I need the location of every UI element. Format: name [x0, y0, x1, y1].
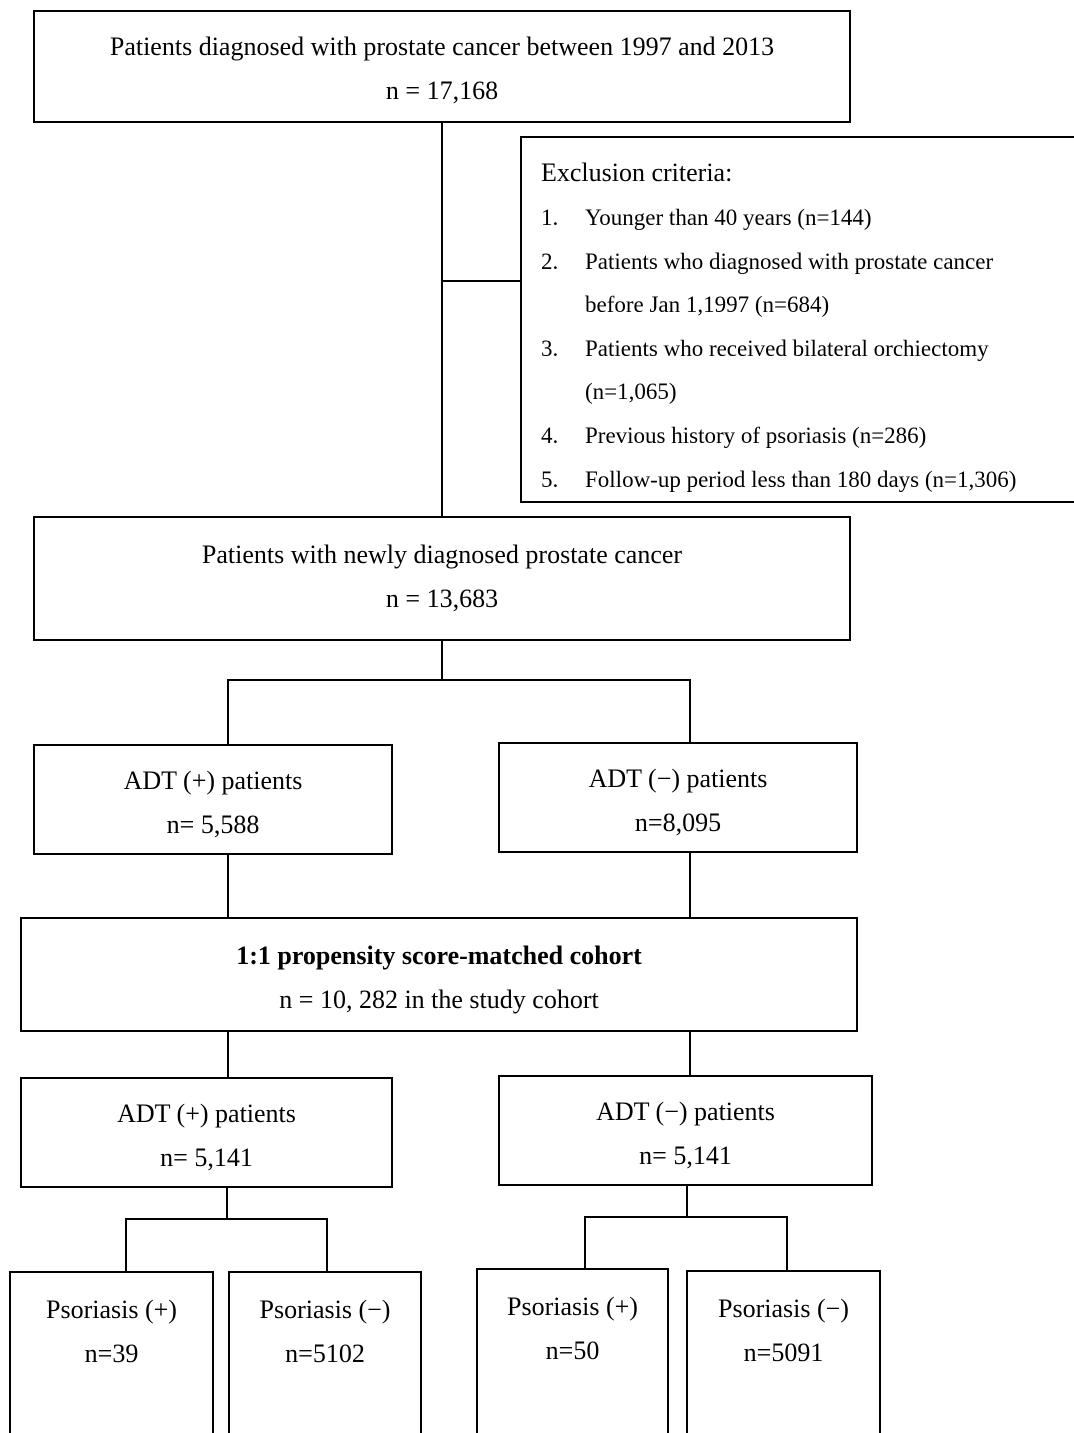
- exclusion-item: 4. Previous history of psoriasis (n=286): [541, 414, 1074, 458]
- exclusion-item: 3. Patients who received bilateral orchie…: [541, 327, 1074, 414]
- exclusion-title: Exclusion criteria:: [541, 158, 733, 187]
- exclusion-item-number: 3.: [541, 335, 559, 361]
- box-adt-negative-matched: ADT (−) patients n= 5,141: [498, 1075, 873, 1186]
- box-adt-positive-title: ADT (+) patients: [123, 766, 303, 795]
- leaf-title: Psoriasis (−): [718, 1294, 849, 1323]
- exclusion-item: 1. Younger than 40 years (n=144): [541, 196, 1074, 240]
- box-adt-positive-matched-title: ADT (+) patients: [117, 1099, 296, 1128]
- box-adt-positive: ADT (+) patients n= 5,588: [33, 744, 393, 855]
- exclusion-item-number: 4.: [541, 422, 559, 448]
- connector-to-adt-pos-1: [227, 679, 229, 745]
- box-adt-negative-count: n=8,095: [634, 808, 722, 837]
- box-psoriasis-positive-adt-negative: Psoriasis (+) n=50: [476, 1268, 669, 1433]
- box-newly-diagnosed-count: n = 13,683: [385, 584, 499, 613]
- leaf-count: n=5091: [743, 1338, 824, 1367]
- box-adt-negative: ADT (−) patients n=8,095: [498, 742, 858, 853]
- box-newly-diagnosed: Patients with newly diagnosed prostate c…: [33, 516, 851, 641]
- exclusion-item-continuation: (n=1,065): [585, 379, 677, 405]
- box-psoriasis-negative-adt-negative: Psoriasis (−) n=5091: [686, 1270, 881, 1433]
- box-adt-negative-title: ADT (−) patients: [588, 764, 768, 793]
- connector-matched-to-adt-pos-2: [227, 1031, 229, 1078]
- leaf-count: n=5102: [285, 1339, 365, 1368]
- exclusion-item-number: 1.: [541, 205, 559, 230]
- leaf-count: n=39: [84, 1339, 139, 1368]
- connector-to-psor-pos-1: [125, 1218, 127, 1272]
- box-adt-negative-matched-count: n= 5,141: [639, 1141, 732, 1170]
- box-matched-cohort: 1:1 propensity score-matched cohort n = …: [20, 917, 858, 1032]
- connector-adt-pos-2-down: [226, 1186, 228, 1220]
- connector-top-trunk: [441, 122, 443, 518]
- exclusion-item-text: Follow-up period less than 180 days (n=1…: [585, 466, 1017, 492]
- exclusion-item-text: Patients who diagnosed with prostate can…: [585, 248, 994, 274]
- connector-to-psor-pos-2: [584, 1216, 586, 1270]
- exclusion-item-text: Younger than 40 years (n=144): [585, 205, 872, 230]
- box-all-patients: Patients diagnosed with prostate cancer …: [33, 10, 851, 123]
- leaf-title: Psoriasis (+): [46, 1295, 177, 1324]
- box-all-patients-title: Patients diagnosed with prostate cancer …: [109, 32, 775, 61]
- connector-matched-to-adt-neg-2: [689, 1031, 691, 1076]
- box-matched-cohort-count: n = 10, 282 in the study cohort: [279, 985, 599, 1014]
- box-adt-negative-matched-title: ADT (−) patients: [596, 1097, 775, 1126]
- box-adt-positive-count: n= 5,588: [166, 810, 260, 839]
- box-psoriasis-positive-adt-positive: Psoriasis (+) n=39: [9, 1271, 214, 1433]
- box-newly-diagnosed-title: Patients with newly diagnosed prostate c…: [201, 540, 683, 569]
- exclusion-item: 5. Follow-up period less than 180 days (n…: [541, 458, 1074, 502]
- exclusion-item-text: Patients who received bilateral orchiect…: [585, 335, 989, 361]
- box-adt-positive-matched: ADT (+) patients n= 5,141: [20, 1077, 393, 1188]
- connector-to-psor-neg-2: [786, 1216, 788, 1270]
- box-adt-positive-matched-count: n= 5,141: [160, 1143, 253, 1172]
- connector-split-psor-neg-group: [584, 1216, 788, 1218]
- exclusion-item: 2. Patients who diagnosed with prostate c…: [541, 240, 1074, 327]
- connector-to-exclusion: [441, 280, 521, 282]
- box-exclusion-criteria: Exclusion criteria: 1. Younger than 40 ye…: [520, 136, 1074, 503]
- leaf-title: Psoriasis (−): [259, 1295, 391, 1324]
- leaf-title: Psoriasis (+): [507, 1292, 638, 1321]
- connector-to-psor-neg-1: [326, 1218, 328, 1272]
- connector-newly-down: [441, 640, 443, 680]
- leaf-count: n=50: [545, 1336, 600, 1365]
- box-matched-cohort-title: 1:1 propensity score-matched cohort: [236, 941, 642, 970]
- connector-adt-neg-1-to-matched: [689, 852, 691, 918]
- connector-to-adt-neg-1: [689, 679, 691, 743]
- box-all-patients-count: n = 17,168: [385, 76, 499, 105]
- exclusion-item-continuation: before Jan 1,1997 (n=684): [585, 292, 830, 318]
- connector-adt-neg-2-down: [686, 1184, 688, 1218]
- exclusion-item-number: 2.: [541, 248, 559, 274]
- box-psoriasis-negative-adt-positive: Psoriasis (−) n=5102: [228, 1271, 422, 1433]
- exclusion-item-number: 5.: [541, 466, 559, 492]
- exclusion-item-text: Previous history of psoriasis (n=286): [585, 422, 927, 448]
- connector-split-adt: [227, 679, 691, 681]
- connector-adt-pos-1-to-matched: [227, 854, 229, 918]
- connector-split-psor-pos-group: [125, 1218, 328, 1220]
